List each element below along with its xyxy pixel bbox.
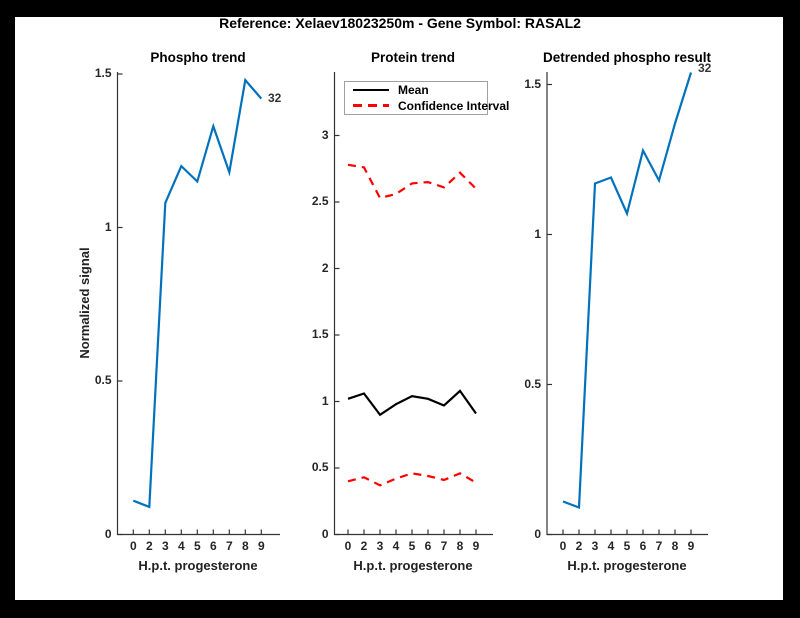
plot1-x-tick-label: 2 xyxy=(145,539,153,553)
plot3-x-tick-label: 6 xyxy=(639,539,647,553)
plot3-y-tick-label: 1 xyxy=(534,226,541,241)
plot1-endpoint-annotation: 32 xyxy=(268,91,282,105)
plot1-y-tick-label: 0 xyxy=(104,526,112,541)
plot1-x-tick-label: 5 xyxy=(193,539,201,553)
plot2-y-tick-label: 2 xyxy=(321,260,329,275)
plot3-x-tick-label: 3 xyxy=(591,539,599,553)
plot2-x-tick-label: 6 xyxy=(424,539,432,553)
plot3-endpoint-annotation: 32 xyxy=(698,61,712,75)
legend-row-confidence: Confidence Interval xyxy=(345,99,509,113)
plot3-xlabel: H.p.t. progesterone xyxy=(567,558,687,573)
plot1-ylabel: Normalized signal xyxy=(77,247,92,359)
plot2-x-tick-label: 9 xyxy=(472,539,480,553)
plot1-y-tick-label: 1.5 xyxy=(94,66,112,80)
plot2-xlabel: H.p.t. progesterone xyxy=(353,558,473,573)
plot3-y-tick-label: 1.5 xyxy=(524,76,541,91)
plot2-x-tick-label: 4 xyxy=(392,539,400,553)
plot2-x-tick-label: 8 xyxy=(456,539,464,553)
plot2-x-tick-label: 0 xyxy=(344,539,352,553)
plot1-title: Phospho trend xyxy=(150,50,246,65)
plot3-x-tick-label: 7 xyxy=(655,539,663,553)
plot3-x-tick-label: 4 xyxy=(607,539,615,553)
confidence-line-sample-icon xyxy=(353,104,389,107)
plot2-y-tick-label: 0.5 xyxy=(311,460,329,474)
plot1-x-tick-label: 9 xyxy=(257,539,265,553)
plot2-y-tick-label: 1.5 xyxy=(311,327,329,341)
plot1-x-tick-label: 6 xyxy=(209,539,217,553)
plot3-y-tick-label: 0.5 xyxy=(524,376,541,391)
plot2-y-tick-label: 2.5 xyxy=(311,194,329,208)
plot1-x-tick-label: 3 xyxy=(161,539,169,553)
plot3-x-tick-label: 2 xyxy=(575,539,583,553)
plot3-x-tick-label: 5 xyxy=(623,539,631,553)
plot2-y-tick-label: 3 xyxy=(321,127,329,142)
plot1-x-tick-label: 8 xyxy=(241,539,249,553)
mean-line-sample-icon xyxy=(353,89,389,92)
plot1-x-tick-label: 7 xyxy=(225,539,233,553)
plot3-x-tick-label: 9 xyxy=(687,539,695,553)
plot2-x-tick-label: 3 xyxy=(376,539,384,553)
plot2-x-tick-label: 2 xyxy=(360,539,368,553)
plot1-x-tick-label: 4 xyxy=(177,539,185,553)
plot3-title: Detrended phospho result xyxy=(542,50,711,65)
legend: Mean Confidence Interval xyxy=(344,81,509,115)
plot3-y-tick-label: 0 xyxy=(534,526,541,541)
plot2-title: Protein trend xyxy=(370,50,455,65)
plot1-x-tick-label: 0 xyxy=(129,539,137,553)
figure-title: Reference: Xelaev18023250m - Gene Symbol… xyxy=(219,15,581,31)
plot2-x-tick-label: 7 xyxy=(440,539,448,553)
plot2-y-tick-label: 0 xyxy=(321,526,329,541)
plot1-y-tick-label: 0.5 xyxy=(94,373,112,387)
legend-label-mean: Mean xyxy=(398,83,429,98)
legend-label-confidence: Confidence Interval xyxy=(398,98,510,113)
plot3-x-tick-label: 8 xyxy=(671,539,679,553)
plot1-xlabel: H.p.t. progesterone xyxy=(138,558,258,573)
plot3-x-tick-label: 0 xyxy=(559,539,567,553)
plot1-y-tick-label: 1 xyxy=(104,219,112,234)
plot2-x-tick-label: 5 xyxy=(408,539,416,553)
legend-row-mean: Mean xyxy=(345,83,487,97)
plot2-y-tick-label: 1 xyxy=(321,393,329,408)
